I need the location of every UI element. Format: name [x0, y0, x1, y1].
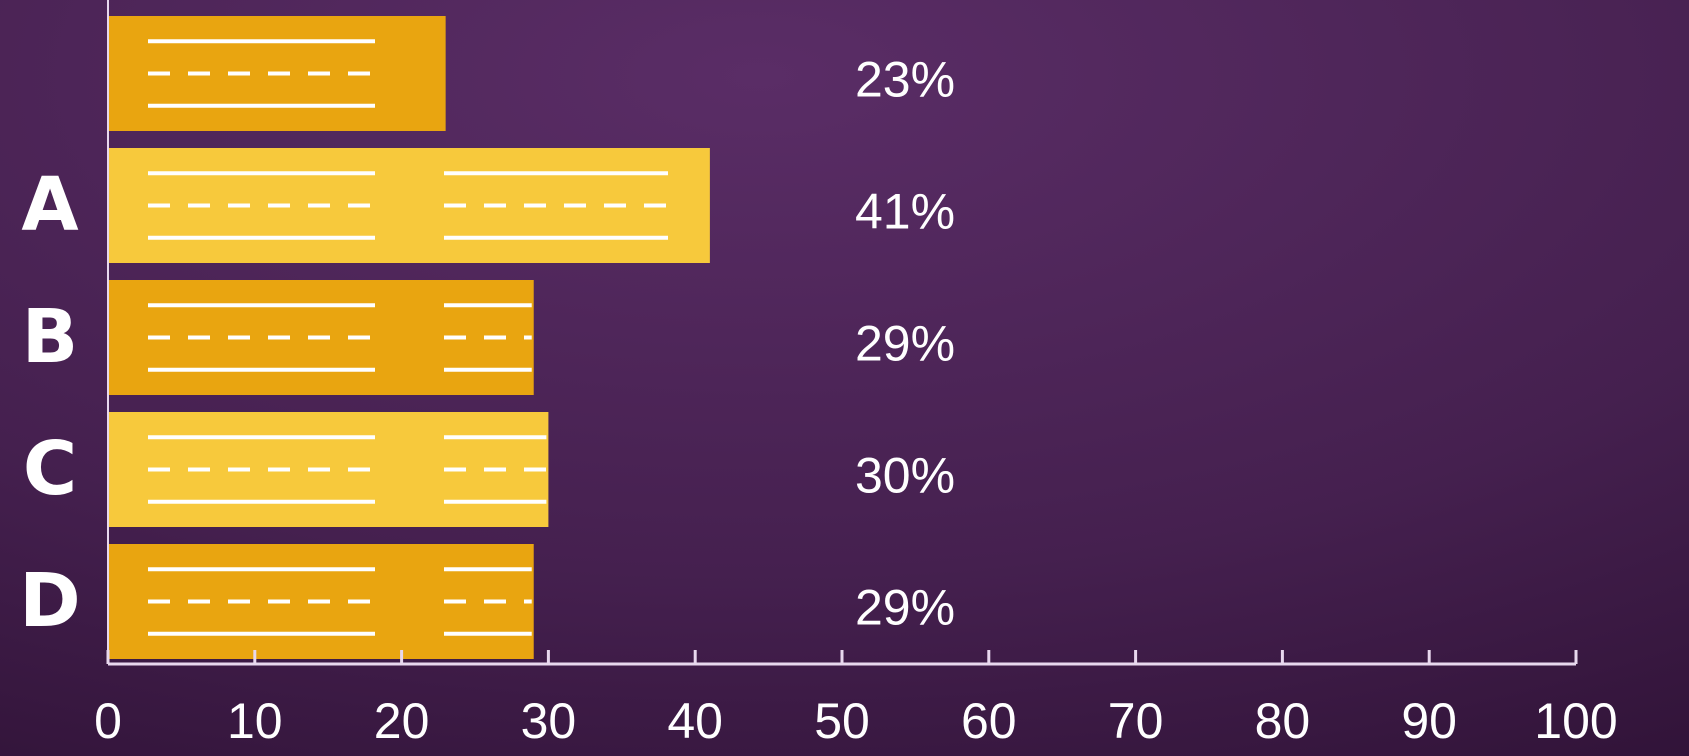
value-label: 29% [855, 316, 955, 372]
value-label: 29% [855, 580, 955, 636]
x-tick-label: 70 [1108, 693, 1164, 749]
x-tick-label: 50 [814, 693, 870, 749]
value-label: 41% [855, 184, 955, 240]
category-label: C [23, 426, 77, 512]
x-tick-label: 10 [227, 693, 283, 749]
x-tick-label: 60 [961, 693, 1017, 749]
category-label: D [19, 558, 80, 644]
category-label: B [22, 294, 78, 380]
category-label: A [21, 162, 78, 248]
value-label: 23% [855, 52, 955, 108]
x-tick-label: 90 [1401, 693, 1457, 749]
x-tick-label: 20 [374, 693, 430, 749]
x-tick-label: 100 [1534, 693, 1617, 749]
x-tick-label: 40 [667, 693, 723, 749]
value-label: 30% [855, 448, 955, 504]
x-tick-label: 80 [1255, 693, 1311, 749]
x-tick-label: 0 [94, 693, 122, 749]
x-tick-label: 30 [521, 693, 577, 749]
